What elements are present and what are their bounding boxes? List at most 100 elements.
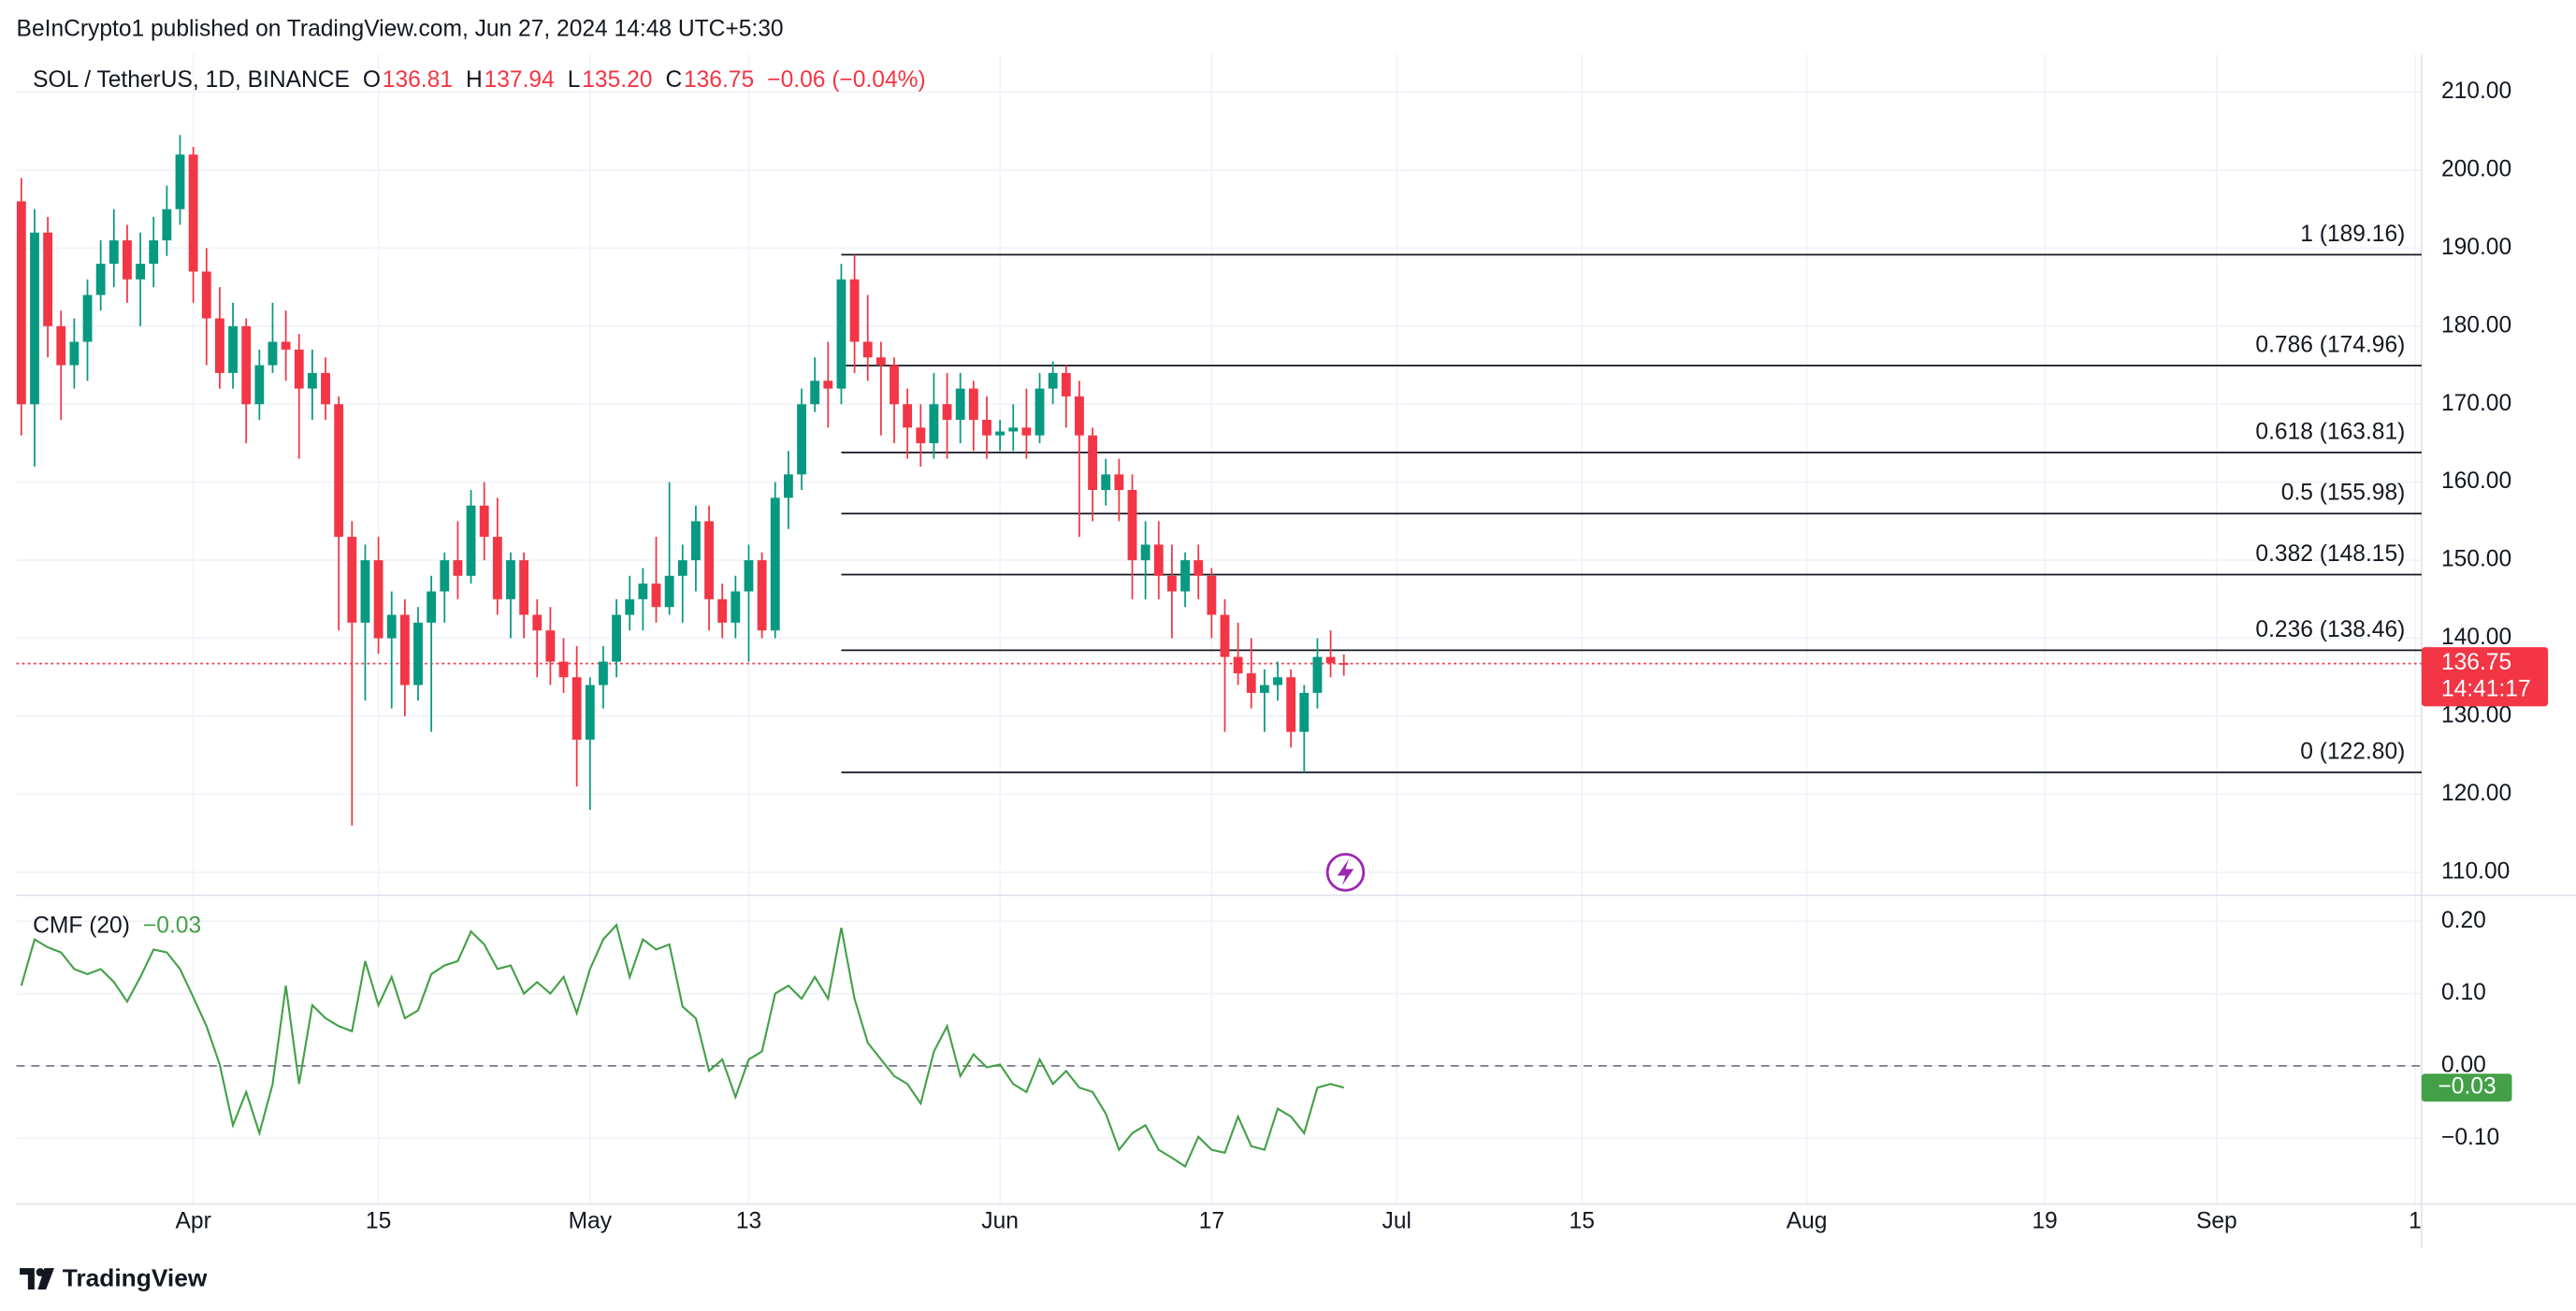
y-tick-label: 120.00 [2441, 781, 2511, 806]
x-tick-label: 1 [2409, 1208, 2422, 1233]
candle-body [123, 240, 132, 280]
cmf-tick-label: 0.00 [2441, 1052, 2486, 1077]
candle-body [466, 505, 476, 576]
candle-body [56, 325, 66, 366]
y-tick-label: 110.00 [2441, 858, 2510, 884]
candle-body [545, 630, 556, 662]
candle-body [1021, 427, 1032, 436]
candle-body [399, 614, 410, 685]
x-tick-label: 15 [366, 1208, 391, 1233]
x-tick-label: Apr [176, 1208, 211, 1233]
candle-body [334, 404, 344, 538]
candle-body [386, 614, 397, 639]
candle-body [862, 341, 873, 358]
fib-label: 0.786 (174.96) [2255, 332, 2405, 357]
candle-body [1325, 656, 1336, 664]
cmf-title: CMF (20) [33, 913, 130, 938]
x-tick-label: 19 [2032, 1208, 2057, 1233]
x-tick-label: Sep [2196, 1208, 2237, 1233]
candle-body [479, 505, 489, 538]
candle-body [797, 404, 806, 475]
ohlc-key: H [466, 67, 483, 93]
cmf-value: −0.03 [143, 913, 201, 938]
candle-body [651, 583, 661, 608]
candle-body [43, 232, 53, 326]
countdown-label: 14:41:17 [2441, 676, 2531, 701]
x-tick-label: May [569, 1208, 613, 1233]
candle-body [281, 341, 291, 350]
cmf-tick-label: 0.10 [2441, 980, 2486, 1005]
candle-body [968, 388, 978, 420]
candle-body [1312, 656, 1323, 693]
logo [20, 1268, 54, 1289]
candle-body [1153, 544, 1164, 576]
candle-body [1127, 490, 1137, 561]
candle-body [890, 365, 899, 405]
candle-body [995, 431, 1006, 436]
candle-body [955, 388, 965, 420]
ohlc-value: 135.20 [582, 67, 652, 93]
candle-body [492, 537, 502, 599]
y-tick-label: 160.00 [2441, 468, 2511, 494]
last-price-box [2421, 647, 2549, 707]
ohlc-key: C [665, 67, 682, 93]
y-tick-label: 170.00 [2441, 391, 2511, 416]
x-tick-label: Jun [981, 1208, 1019, 1233]
candle-body [1048, 372, 1058, 389]
candle-body [625, 598, 635, 615]
candle-body [572, 677, 582, 740]
cmf-current-label: −0.03 [2438, 1074, 2496, 1100]
candle-body [30, 232, 39, 405]
candle-body [558, 661, 569, 678]
candle-body [307, 372, 317, 389]
fib-label: 0 (122.80) [2300, 739, 2405, 764]
candle-body [136, 264, 146, 280]
fib-label: 1 (189.16) [2300, 222, 2405, 247]
candle-body [1114, 474, 1124, 491]
candle-body [228, 325, 238, 373]
y-tick-label: 150.00 [2441, 547, 2511, 572]
candle-body [744, 560, 754, 592]
y-tick-label: 180.00 [2441, 312, 2511, 338]
x-tick-label: 17 [1199, 1208, 1224, 1233]
fib-label: 0.382 (148.15) [2255, 541, 2405, 567]
candle-body [268, 341, 278, 366]
candle-body [1061, 372, 1071, 396]
candle-body [731, 591, 741, 623]
ohlc-value: 137.94 [485, 67, 555, 93]
candle-body [717, 598, 728, 623]
candle-body [519, 560, 529, 615]
cmf-tick-label: 0.20 [2441, 908, 2486, 933]
candle-body [903, 404, 913, 428]
candle-body [612, 614, 621, 662]
candle-body [347, 537, 357, 623]
ohlc-value: 136.75 [684, 67, 754, 93]
candle-body [506, 560, 515, 599]
candle-body [599, 661, 608, 685]
ohlc-key: L [568, 67, 581, 93]
candle-body [1207, 575, 1217, 615]
x-tick-label: Aug [1787, 1208, 1828, 1233]
last-price-label: 136.75 [2441, 650, 2511, 675]
candle-body [16, 201, 26, 405]
candle-body [836, 279, 847, 389]
candle-body [1035, 388, 1045, 436]
candle-body [254, 365, 265, 405]
candle-body [294, 349, 304, 389]
candle-body [360, 560, 370, 623]
candle-body [1259, 684, 1269, 693]
candle-body [849, 279, 860, 342]
candle-body [810, 381, 820, 405]
candle-body [677, 560, 687, 576]
candle-body [1299, 692, 1310, 732]
x-tick-label: Jul [1382, 1208, 1411, 1233]
candle-body [690, 521, 701, 561]
candle-body [1075, 396, 1084, 436]
candle-body [69, 341, 80, 366]
cmf-current-box [2421, 1073, 2512, 1102]
candle-body [162, 209, 172, 241]
candle-body [1273, 677, 1282, 685]
y-tick-label: 210.00 [2441, 79, 2511, 104]
candle-body [757, 560, 767, 631]
